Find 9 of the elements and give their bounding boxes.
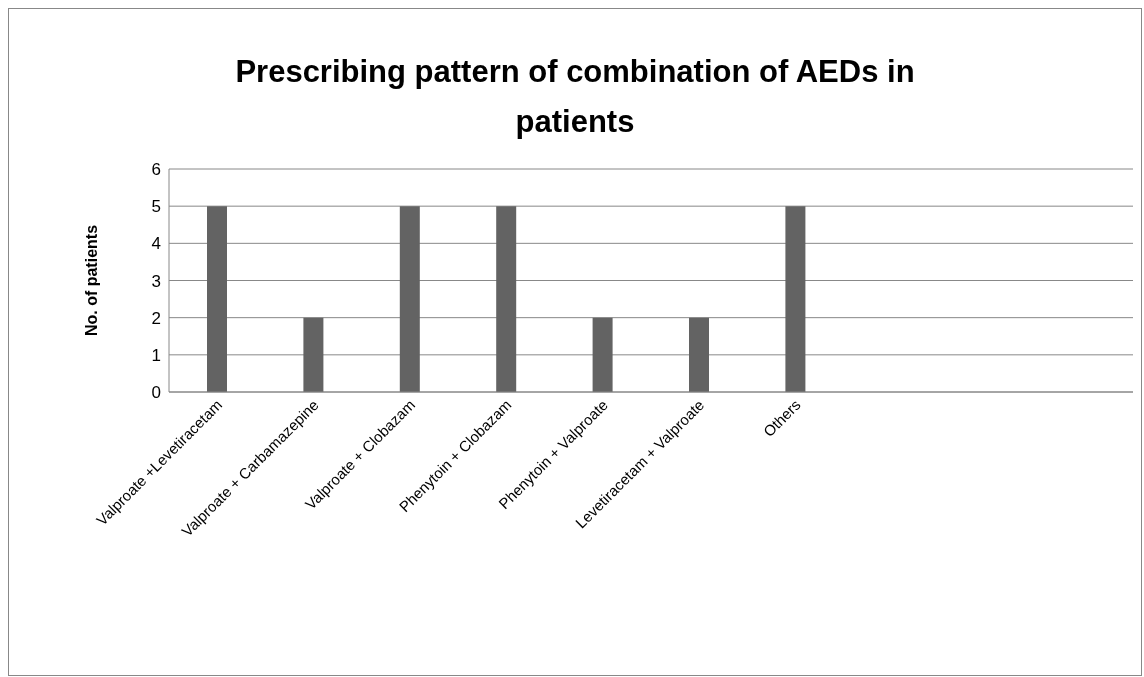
y-axis-title: No. of patients: [82, 224, 100, 337]
y-tick-label: 5: [151, 197, 161, 217]
y-tick-label: 1: [151, 345, 161, 365]
y-tick-label: 3: [151, 271, 161, 291]
y-tick-label: 0: [151, 383, 161, 403]
y-tick-label: 4: [151, 234, 161, 254]
y-tick-label: 2: [151, 308, 161, 328]
chart-title: Prescribing pattern of combination of AEDs in patients: [234, 53, 916, 141]
y-tick-label: 6: [151, 160, 161, 180]
